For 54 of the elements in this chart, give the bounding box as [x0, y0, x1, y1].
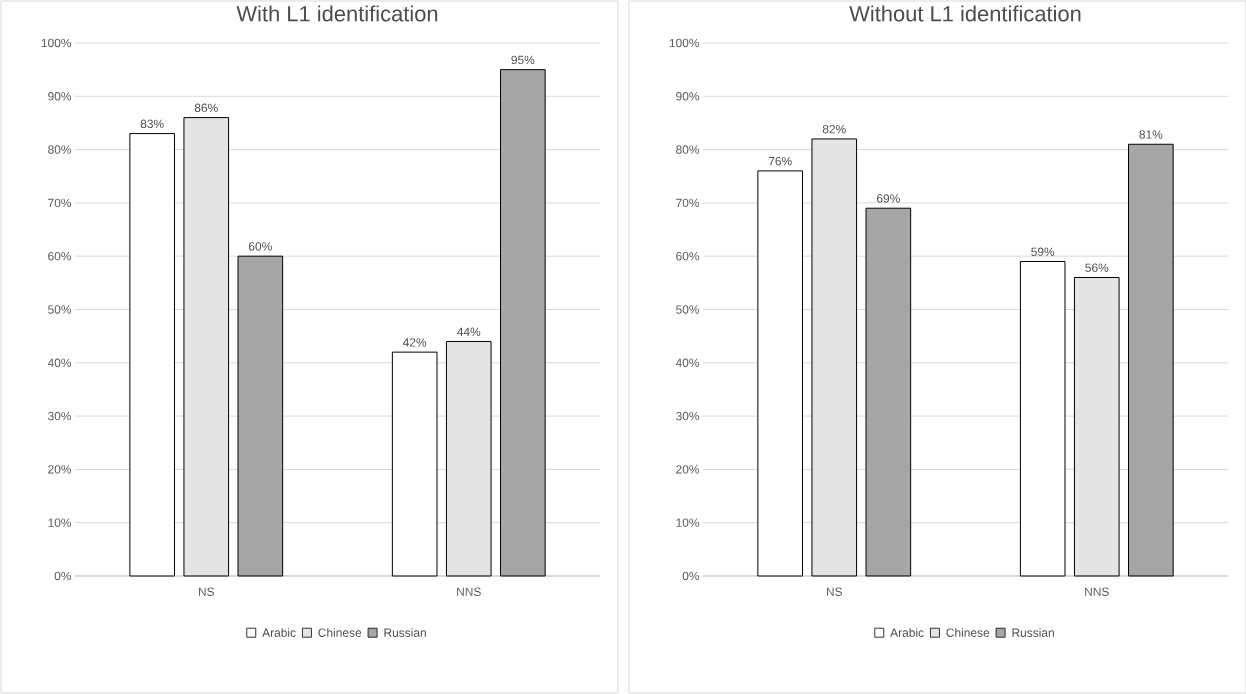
data-label: 59% [1031, 247, 1055, 256]
y-tick-label: 30% [676, 411, 700, 421]
data-label: 44% [457, 327, 481, 336]
y-tick-label: 20% [676, 465, 700, 474]
y-tick-label: 20% [48, 465, 72, 474]
y-tick-label: 10% [676, 518, 700, 527]
y-tick-label: 40% [47, 358, 72, 368]
y-tick-label: 50% [676, 305, 700, 314]
legend-label: Chinese [946, 628, 990, 637]
legend-label: Russian [384, 628, 426, 637]
bar [757, 170, 803, 577]
bar [1019, 261, 1066, 577]
bar [391, 351, 438, 577]
bar [129, 133, 175, 577]
y-tick-label: 40% [675, 358, 700, 368]
x-tick-label: NNS [457, 587, 481, 596]
data-label: 83% [140, 119, 164, 129]
x-tick-label: NS [198, 587, 215, 596]
y-tick-label: 70% [48, 198, 72, 208]
y-tick-label: 0% [54, 571, 72, 581]
chart-title: With L1 identification [236, 5, 438, 22]
x-tick-label: NS [826, 587, 843, 596]
data-label: 81% [1139, 130, 1163, 139]
y-tick-label: 100% [41, 38, 72, 48]
y-tick-label: 10% [48, 518, 72, 527]
y-tick-label: 90% [676, 92, 700, 101]
data-label: 60% [248, 242, 272, 251]
data-label: 56% [1085, 263, 1109, 272]
y-tick-label: 60% [676, 251, 700, 261]
y-tick-label: 80% [48, 145, 72, 154]
y-tick-label: 100% [669, 38, 700, 48]
data-label: 82% [822, 124, 846, 134]
data-label: 69% [876, 194, 900, 203]
y-tick-label: 80% [676, 145, 700, 154]
bar [1128, 143, 1174, 577]
legend-label: Russian [1012, 628, 1054, 637]
y-tick-label: 70% [676, 198, 700, 208]
chart-title: Without L1 identification [849, 5, 1081, 22]
legend-label: Chinese [318, 628, 362, 637]
bar [500, 69, 546, 577]
data-label: 42% [403, 338, 427, 347]
bar [865, 207, 912, 577]
data-label: 86% [194, 103, 218, 113]
y-tick-label: 90% [48, 92, 72, 101]
y-tick-label: 60% [48, 251, 72, 261]
data-label: 95% [511, 55, 535, 65]
data-label: 76% [768, 156, 792, 166]
bar [237, 255, 284, 577]
x-tick-label: NNS [1085, 587, 1109, 596]
y-tick-label: 50% [48, 305, 72, 314]
legend-label: Arabic [262, 628, 296, 637]
y-tick-label: 30% [48, 411, 72, 421]
legend-label: Arabic [890, 628, 924, 637]
y-tick-label: 0% [682, 571, 700, 581]
